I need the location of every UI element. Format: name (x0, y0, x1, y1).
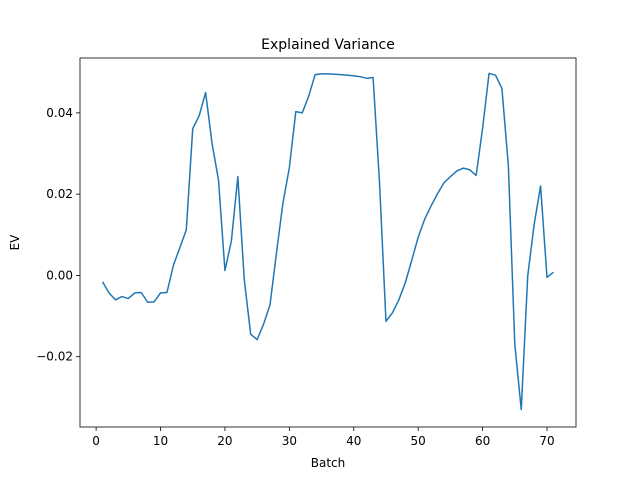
chart-title: Explained Variance (261, 37, 395, 53)
y-tick-label: −0.02 (36, 350, 73, 364)
x-axis-label: Batch (311, 456, 346, 470)
y-tick-label: 0.00 (46, 268, 73, 282)
x-tick-label: 60 (475, 434, 490, 448)
y-tick-label: 0.02 (46, 187, 73, 201)
y-axis-label: EV (8, 234, 22, 251)
series-line (101, 72, 554, 411)
x-tick-label: 10 (153, 434, 168, 448)
x-tick-label: 30 (282, 434, 297, 448)
x-tick-label: 70 (539, 434, 554, 448)
x-tick-label: 50 (411, 434, 426, 448)
x-tick-label: 40 (346, 434, 361, 448)
x-axis-ticks: 0 10 20 30 40 50 60 70 (92, 427, 555, 448)
x-tick-label: 0 (92, 434, 100, 448)
y-tick-label: 0.04 (46, 106, 73, 120)
x-tick-label: 20 (217, 434, 232, 448)
axes-frame (79, 57, 577, 428)
y-axis-ticks: −0.02 0.00 0.02 0.04 (36, 106, 80, 364)
series-layer (101, 72, 554, 411)
